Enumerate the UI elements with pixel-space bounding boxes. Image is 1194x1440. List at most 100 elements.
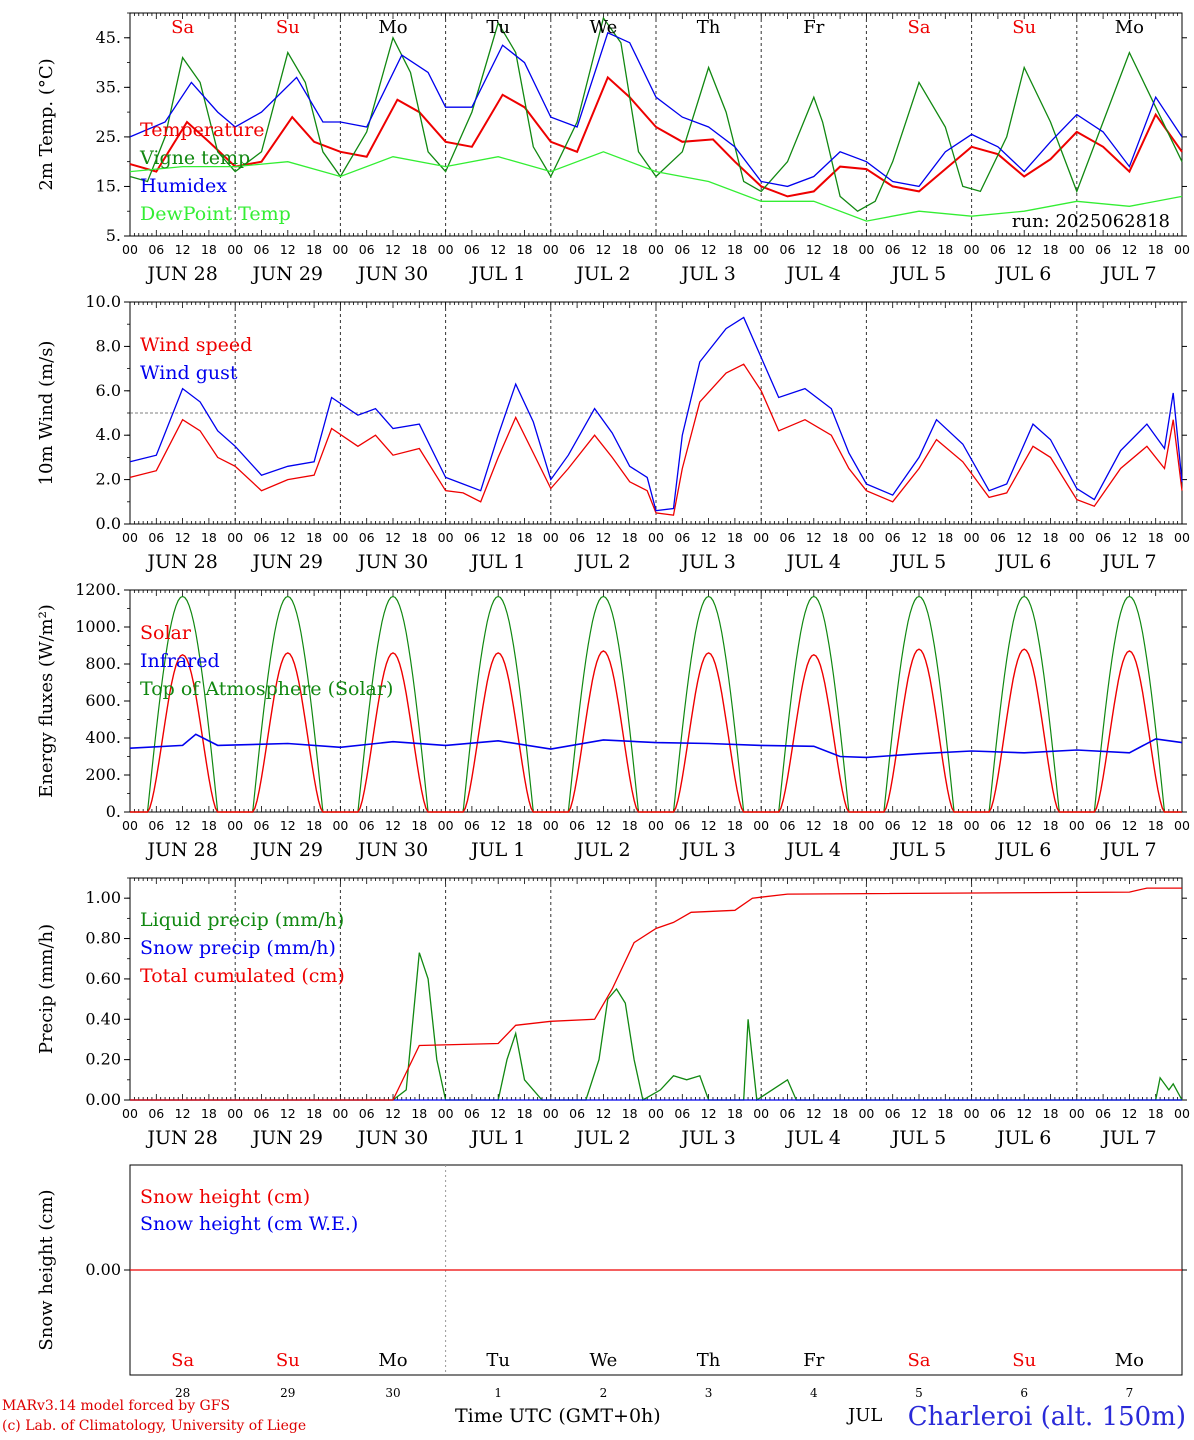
hour-label: 06 xyxy=(780,1106,796,1121)
date-label: JUN 29 xyxy=(251,839,323,861)
hour-label: 00 xyxy=(648,818,664,833)
hour-label: 00 xyxy=(438,1106,454,1121)
hour-label: 18 xyxy=(201,818,217,833)
hour-label: 00 xyxy=(122,530,138,545)
day-number: 30 xyxy=(385,1386,400,1400)
day-number: 6 xyxy=(1020,1386,1028,1400)
hour-label: 06 xyxy=(254,242,270,257)
hour-label: 12 xyxy=(385,1106,401,1121)
hour-label: 00 xyxy=(964,530,980,545)
hour-label: 00 xyxy=(543,530,559,545)
hour-label: 18 xyxy=(937,242,953,257)
hour-label: 18 xyxy=(937,1106,953,1121)
hour-label: 12 xyxy=(911,242,927,257)
series-wind-speed xyxy=(129,363,1183,516)
hour-label: 18 xyxy=(1043,242,1059,257)
hour-label: 18 xyxy=(411,242,427,257)
date-label: JUL 7 xyxy=(1100,839,1156,861)
hour-label: 00 xyxy=(753,530,769,545)
hour-label: 18 xyxy=(517,818,533,833)
panel-wind: 0.0 2.0 4.0 6.0 8.0 10.0 10m Wind (m/s) 00 06 12 1… xyxy=(36,292,1190,573)
hour-label: 18 xyxy=(1043,1106,1059,1121)
series-solar xyxy=(130,648,1182,813)
date-label: JUN 29 xyxy=(251,551,323,573)
hour-label: 06 xyxy=(569,818,585,833)
y-axis-label: 10m Wind (m/s) xyxy=(36,341,57,486)
date-label: JUN 28 xyxy=(145,1127,217,1149)
hour-label: 06 xyxy=(148,818,164,833)
station-label: Charleroi (alt. 150m) xyxy=(907,1402,1186,1432)
hour-label: 12 xyxy=(280,1106,296,1121)
day-name: Mo xyxy=(1115,17,1144,38)
hour-label: 06 xyxy=(885,1106,901,1121)
hour-label: 06 xyxy=(569,242,585,257)
panel-snow: 0.00 Snow height (cm) Snow height (cm) Snow… xyxy=(36,1164,1187,1400)
hour-label: 18 xyxy=(517,242,533,257)
hour-label: 12 xyxy=(490,530,506,545)
date-label: JUL 2 xyxy=(574,263,630,285)
hour-label: 12 xyxy=(490,818,506,833)
hour-label: 18 xyxy=(1043,818,1059,833)
day-name: Tu xyxy=(486,1350,510,1371)
legend-vigne-temp: Vigne temp xyxy=(139,147,250,169)
hour-label: 00 xyxy=(964,242,980,257)
date-label: JUL 6 xyxy=(995,839,1051,861)
y-tick-label: 600. xyxy=(85,691,121,710)
y-tick-label: 0.0 xyxy=(96,514,121,533)
legend-infrared: Infrared xyxy=(140,650,220,672)
day-number: 4 xyxy=(810,1386,818,1400)
date-label: JUN 28 xyxy=(145,263,217,285)
y-tick-label: 45. xyxy=(96,28,121,47)
hour-label: 12 xyxy=(1016,818,1032,833)
date-label: JUN 29 xyxy=(251,263,323,285)
hour-label: 18 xyxy=(727,242,743,257)
day-number: 3 xyxy=(705,1386,713,1400)
date-label: JUL 5 xyxy=(890,263,946,285)
hour-label: 00 xyxy=(753,242,769,257)
date-label: JUL 4 xyxy=(785,1127,841,1149)
date-label: JUL 3 xyxy=(679,1127,735,1149)
hour-label: 12 xyxy=(175,242,191,257)
hour-label: 00 xyxy=(227,1106,243,1121)
legend-wind-speed: Wind speed xyxy=(140,334,252,356)
hour-label: 12 xyxy=(280,530,296,545)
date-label: JUN 30 xyxy=(356,551,428,573)
legend-snow-precip-mm-h: Snow precip (mm/h) xyxy=(140,937,336,959)
hour-label: 12 xyxy=(806,818,822,833)
legend-humidex: Humidex xyxy=(140,175,227,197)
hour-label: 18 xyxy=(622,1106,638,1121)
hour-label: 12 xyxy=(1121,530,1137,545)
day-name: We xyxy=(590,1350,618,1371)
legend-snow-height-cm-w-e: Snow height (cm W.E.) xyxy=(140,1213,358,1235)
y-tick-label: 6.0 xyxy=(96,381,121,400)
hour-label: 06 xyxy=(148,1106,164,1121)
hour-label: 00 xyxy=(1069,818,1085,833)
hour-label: 06 xyxy=(464,1106,480,1121)
hour-label: 06 xyxy=(148,530,164,545)
series-dewpoint-temp xyxy=(129,151,1183,222)
hour-label: 18 xyxy=(306,1106,322,1121)
month-label: JUL xyxy=(848,1405,883,1426)
time-axis-label: Time UTC (GMT+0h) xyxy=(455,1405,661,1427)
hour-label: 06 xyxy=(674,1106,690,1121)
hour-label: 06 xyxy=(254,818,270,833)
day-name: Mo xyxy=(378,1350,407,1371)
date-label: JUL 3 xyxy=(679,263,735,285)
panel-energy: 0. 200. 400. 600. 800. 1000. 1200. Energy fluxe… xyxy=(36,580,1190,861)
hour-label: 00 xyxy=(964,818,980,833)
date-label: JUL 5 xyxy=(890,839,946,861)
date-label: JUN 30 xyxy=(356,1127,428,1149)
hour-label: 12 xyxy=(1016,242,1032,257)
hour-label: 00 xyxy=(964,1106,980,1121)
hour-label: 00 xyxy=(438,818,454,833)
date-label: JUL 3 xyxy=(679,839,735,861)
hour-label: 00 xyxy=(543,818,559,833)
hour-label: 12 xyxy=(385,818,401,833)
y-tick-label: 1200. xyxy=(75,580,121,599)
hour-label: 06 xyxy=(464,818,480,833)
y-tick-label: 4.0 xyxy=(96,425,121,444)
hour-label: 06 xyxy=(780,242,796,257)
hour-label: 12 xyxy=(911,530,927,545)
hour-label: 00 xyxy=(1174,818,1190,833)
